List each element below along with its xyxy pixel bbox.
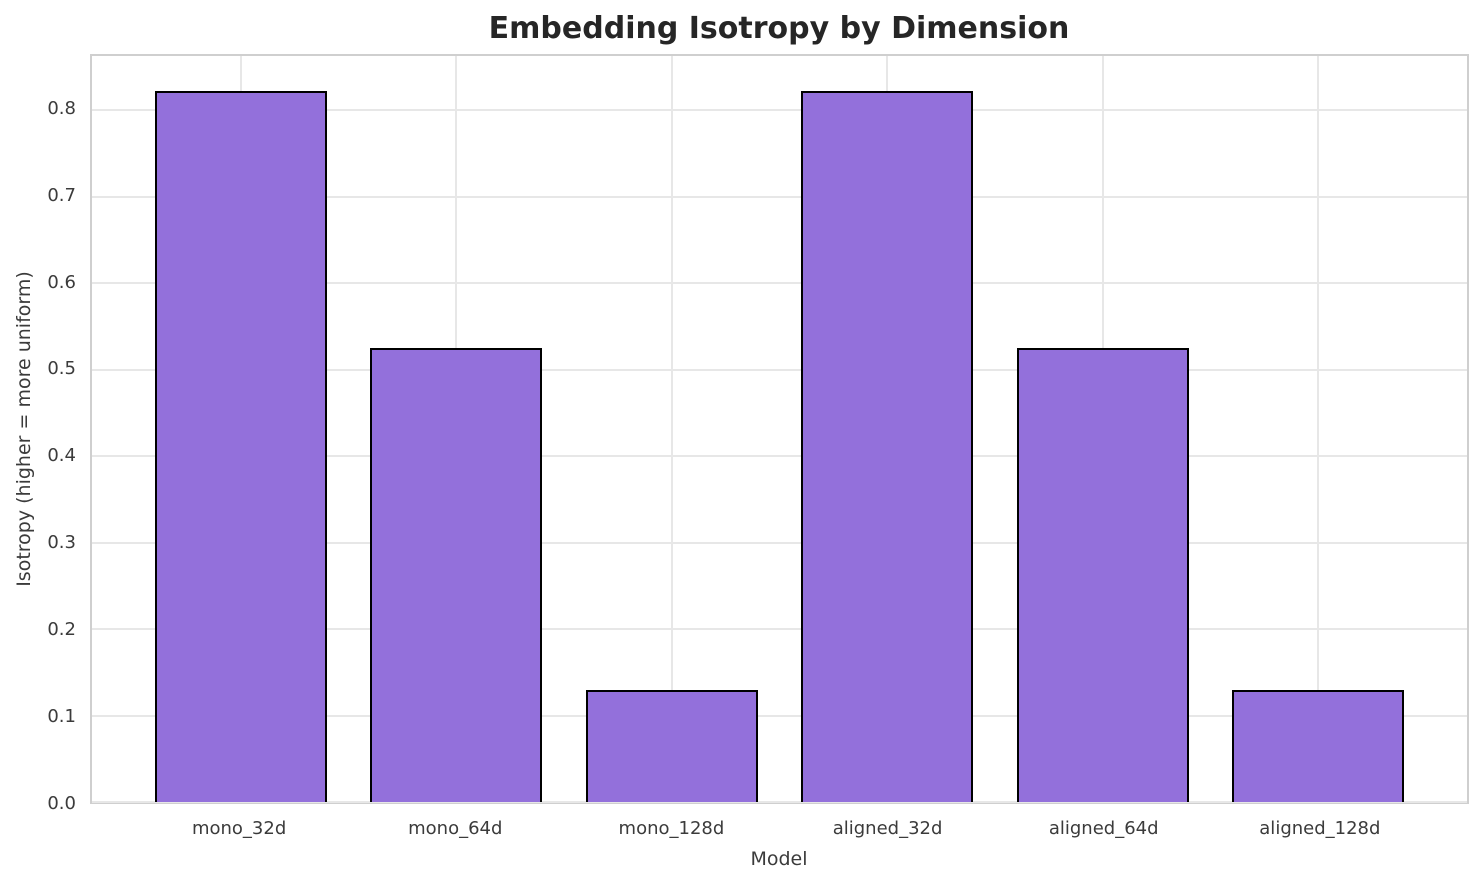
y-tick-label-0.1: 0.1: [47, 706, 76, 728]
y-tick-label-0.8: 0.8: [47, 97, 76, 119]
bar-aligned_128d: [1232, 689, 1405, 802]
h-gridline-0.0: [92, 801, 1467, 803]
bar-aligned_64d: [1016, 348, 1189, 802]
x-tick-label-mono_128d: mono_128d: [618, 818, 725, 839]
bar-mono_128d: [585, 689, 758, 802]
x-tick-label-aligned_128d: aligned_128d: [1259, 818, 1381, 839]
bar-mono_64d: [370, 348, 543, 802]
y-tick-label-0.2: 0.2: [47, 619, 76, 641]
x-tick-label-aligned_32d: aligned_32d: [832, 818, 943, 839]
y-tick-label-0.7: 0.7: [47, 184, 76, 206]
y-axis-label: Isotropy (higher = more uniform): [13, 271, 35, 587]
h-gridline-0.2: [92, 628, 1467, 631]
h-gridline-0.5: [92, 368, 1467, 371]
y-tick-label-0.0: 0.0: [47, 793, 76, 814]
x-axis-label: Model: [750, 848, 808, 870]
h-gridline-0.1: [92, 714, 1467, 717]
h-gridline-0.7: [92, 195, 1467, 198]
bar-aligned_32d: [801, 91, 974, 802]
y-tick-label-0.5: 0.5: [47, 358, 76, 380]
plot-area: [90, 54, 1469, 804]
y-tick-label-0.6: 0.6: [47, 271, 76, 293]
x-tick-label-mono_64d: mono_64d: [408, 818, 503, 839]
h-gridline-0.4: [92, 455, 1467, 458]
v-gridline-aligned_128d: [1317, 56, 1320, 802]
x-tick-label-mono_32d: mono_32d: [191, 818, 287, 839]
h-gridline-0.3: [92, 541, 1467, 544]
y-tick-label-0.4: 0.4: [47, 445, 76, 467]
x-tick-label-aligned_64d: aligned_64d: [1048, 818, 1159, 839]
bar-mono_32d: [154, 91, 327, 802]
chart-title: Embedding Isotropy by Dimension: [488, 11, 1070, 46]
h-gridline-0.6: [92, 282, 1467, 285]
h-gridline-0.8: [92, 109, 1467, 112]
y-tick-label-0.3: 0.3: [47, 532, 76, 554]
v-gridline-mono_128d: [670, 56, 673, 802]
